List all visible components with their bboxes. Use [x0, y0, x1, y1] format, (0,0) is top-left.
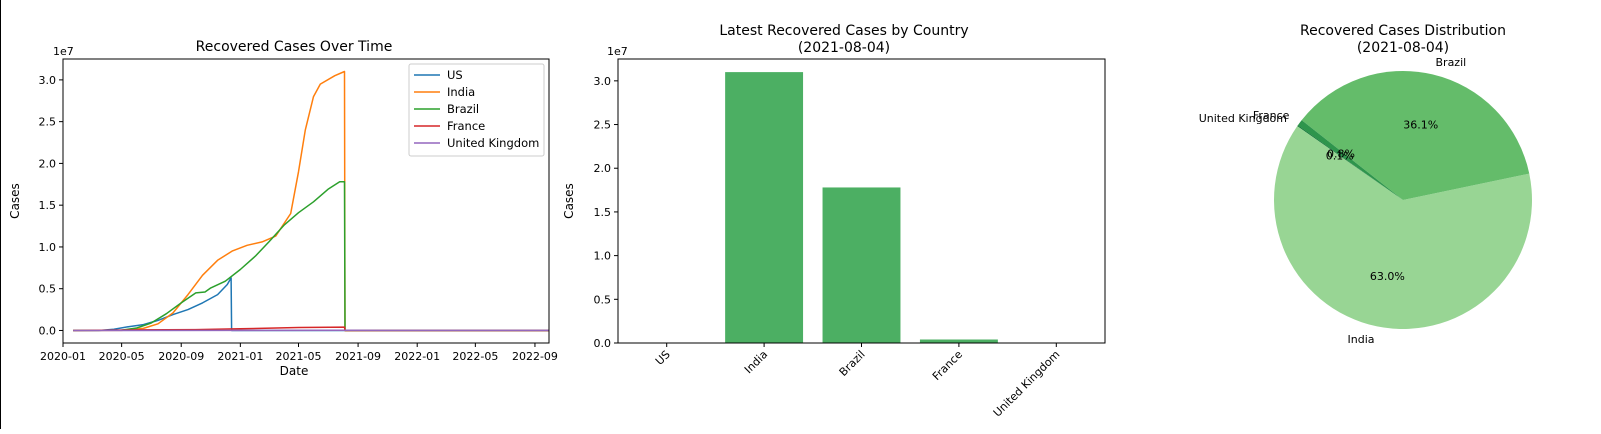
series-line-us — [73, 278, 549, 331]
line-y-offset: 1e7 — [53, 45, 74, 58]
x-tick-label: 2022-09 — [512, 350, 558, 363]
x-tick-label: 2021-05 — [276, 350, 322, 363]
y-tick-label: 1.0 — [39, 241, 57, 254]
x-tick-label: 2021-01 — [217, 350, 263, 363]
bar-france — [920, 340, 998, 343]
bar-chart-subtitle: (2021-08-04) — [798, 40, 890, 56]
line-chart: Recovered Cases Over Time 1e7 Date Cases… — [8, 39, 558, 378]
y-tick-label: 3.0 — [594, 75, 612, 88]
y-tick-label: 0.5 — [594, 293, 612, 306]
y-tick-label: 1.5 — [39, 199, 57, 212]
y-tick-label: 3.0 — [39, 74, 57, 87]
y-tick-label: 2.0 — [39, 157, 57, 170]
legend-label-brazil: Brazil — [447, 102, 479, 116]
bar-chart-title: Latest Recovered Cases by Country — [719, 23, 968, 39]
y-tick-label: 2.0 — [594, 162, 612, 175]
x-tick-label: 2022-05 — [452, 350, 498, 363]
y-tick-label: 1.5 — [594, 206, 612, 219]
bar-y-label: Cases — [562, 183, 576, 219]
series-line-brazil — [73, 182, 549, 331]
legend-label-france: France — [447, 119, 485, 133]
pie-label-india: India — [1348, 333, 1375, 346]
pie-pct-india: 63.0% — [1370, 270, 1405, 283]
x-tick-label: Brazil — [837, 348, 868, 379]
x-tick-label: United Kingdom — [991, 348, 1063, 420]
pie-chart-title: Recovered Cases Distribution — [1300, 23, 1506, 39]
x-tick-label: 2020-09 — [158, 350, 204, 363]
legend-label-india: India — [447, 85, 475, 99]
bar-brazil — [823, 187, 901, 343]
bar-chart: Latest Recovered Cases by Country (2021-… — [562, 23, 1105, 420]
line-y-label: Cases — [8, 183, 22, 219]
pie-chart-subtitle: (2021-08-04) — [1357, 40, 1449, 56]
bar-india — [725, 72, 803, 343]
y-tick-label: 2.5 — [594, 119, 612, 132]
line-legend: US India Brazil France United Kingdom — [409, 64, 544, 156]
legend-label-us: US — [447, 68, 463, 82]
x-tick-label: 2020-01 — [40, 350, 86, 363]
y-tick-label: 2.5 — [39, 116, 57, 129]
bar-plot-area: US India Brazil France United Kingdom 0.0 0.5 1… — [594, 59, 1106, 420]
y-tick-label: 1.0 — [594, 250, 612, 263]
line-x-label: Date — [280, 364, 309, 378]
x-tick-label: 2022-01 — [394, 350, 440, 363]
bar-y-offset: 1e7 — [607, 45, 628, 58]
legend-label-united-kingdom: United Kingdom — [447, 136, 539, 150]
y-tick-label: 0.0 — [594, 337, 612, 350]
pie-label-brazil: Brazil — [1436, 56, 1467, 69]
pie-chart: Recovered Cases Distribution (2021-08-04… — [1199, 23, 1532, 346]
x-tick-label: US — [653, 348, 673, 368]
x-tick-label: India — [742, 348, 770, 376]
line-chart-title: Recovered Cases Over Time — [196, 39, 393, 55]
x-tick-label: France — [930, 348, 965, 383]
y-tick-label: 0.0 — [39, 324, 57, 337]
pie-pct-brazil: 36.1% — [1403, 119, 1438, 132]
pie-label-united-kingdom: United Kingdom — [1199, 112, 1287, 125]
pie-pct-united-kingdom: 0.1% — [1326, 149, 1354, 162]
x-tick-label: 2020-05 — [99, 350, 145, 363]
x-tick-label: 2021-09 — [335, 350, 381, 363]
y-tick-label: 0.5 — [39, 283, 57, 296]
